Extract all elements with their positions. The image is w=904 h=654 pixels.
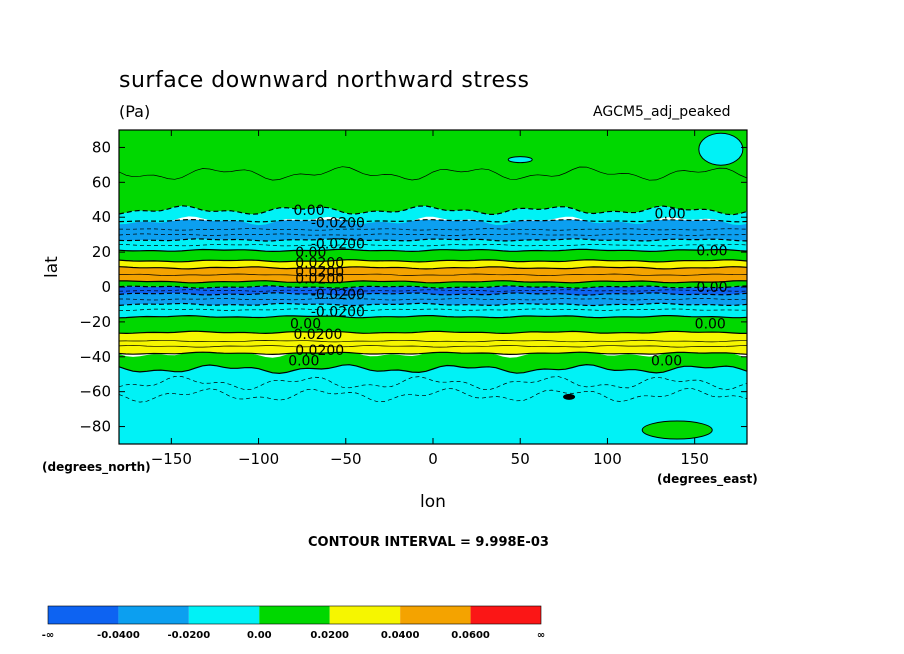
- chart-title: surface downward northward stress: [119, 68, 530, 93]
- contour-label: -0.0200: [311, 236, 365, 252]
- x-unit-tag: (degrees_east): [657, 472, 758, 486]
- zonal-band: [119, 364, 747, 444]
- contour-label: 0.0200: [295, 271, 344, 287]
- contour-line-minor: [119, 345, 747, 348]
- contour-line-minor: [119, 376, 747, 391]
- x-tick-label: 50: [511, 450, 530, 468]
- colorbar-label: -0.0200: [167, 630, 211, 641]
- colorbar-label: 0.0600: [451, 630, 490, 641]
- colorbar-swatch: [48, 606, 119, 624]
- contour-line: [119, 205, 747, 216]
- contour-label: 0.00: [290, 317, 321, 333]
- zonal-band: [119, 249, 747, 262]
- contour-label: -0.0200: [311, 215, 365, 231]
- zonal-band: [119, 348, 747, 374]
- contour-label: 0.00: [293, 203, 324, 219]
- contour-line: [119, 302, 747, 307]
- zonal-band: [119, 303, 747, 318]
- contour-label: 0.0200: [293, 327, 342, 343]
- colorbar-label: 0.00: [246, 630, 272, 641]
- x-tick-label: −50: [330, 450, 362, 468]
- colorbar-swatch: [400, 606, 471, 624]
- zonal-band: [119, 292, 747, 306]
- colorbar-label: -∞: [41, 630, 55, 641]
- contour-line: [119, 330, 747, 335]
- units-label: (Pa): [119, 102, 151, 121]
- y-tick-label: −80: [79, 418, 111, 436]
- x-tick-label: 150: [680, 450, 709, 468]
- contour-label: 0.0200: [295, 343, 344, 359]
- x-axis-label: lon: [420, 492, 446, 512]
- y-tick-label: −20: [79, 313, 111, 331]
- contour-line: [119, 218, 747, 223]
- colorbar-swatch: [118, 606, 189, 624]
- contour-line: [119, 259, 747, 263]
- contour-blob: [563, 393, 576, 400]
- zonal-band: [119, 331, 747, 355]
- y-unit-tag: (degrees_north): [42, 460, 151, 474]
- contour-label: 0.0200: [295, 264, 344, 280]
- y-tick-label: 80: [92, 138, 111, 156]
- y-tick-label: 60: [92, 173, 111, 191]
- contour-line-minor: [119, 166, 747, 181]
- antarctic-blob: [641, 420, 713, 440]
- colorbar-swatch: [470, 606, 541, 624]
- zonal-band: [119, 315, 747, 334]
- y-tick-label: −60: [79, 383, 111, 401]
- contour-label: 0.0200: [295, 256, 344, 272]
- contour-label: -0.0200: [311, 287, 365, 303]
- contour-line: [119, 363, 747, 375]
- colorbar-label: ∞: [536, 630, 546, 641]
- x-tick-label: 0: [428, 450, 438, 468]
- y-tick-label: 20: [92, 243, 111, 261]
- colorbar-label: -0.0400: [97, 630, 140, 641]
- contour-line: [119, 351, 747, 356]
- zonal-band: [119, 205, 747, 226]
- contour-line: [119, 248, 747, 253]
- contour-label: 0.00: [288, 353, 319, 369]
- arctic-blob: [698, 132, 744, 166]
- contour-label: 0.00: [655, 207, 686, 223]
- y-tick-label: 0: [101, 278, 111, 296]
- contour-line-minor: [119, 273, 747, 276]
- x-tick-label: −100: [238, 450, 279, 468]
- zonal-band: [119, 219, 747, 241]
- zonal-band: [119, 280, 747, 289]
- contour-label: 0.00: [695, 317, 726, 333]
- contour-line: [119, 238, 747, 242]
- contour-line: [119, 314, 747, 319]
- zonal-band: [119, 238, 747, 252]
- zonal-band: [119, 285, 747, 296]
- contour-line: [119, 292, 747, 296]
- y-tick-label: −40: [79, 348, 111, 366]
- contour-interval: CONTOUR INTERVAL = 9.998E-03: [308, 535, 549, 550]
- colorbar-swatch: [188, 606, 260, 624]
- colorbar-swatch: [329, 606, 401, 624]
- contour-label: 0.00: [696, 280, 727, 296]
- field-group: 0.00-0.0200-0.02000.000.02000.02000.0200…: [119, 130, 747, 444]
- contour-label: 0.00: [295, 245, 326, 261]
- contour-label: -0.0200: [311, 304, 365, 320]
- dataset-label: AGCM5_adj_peaked: [593, 104, 731, 120]
- x-tick-label: −150: [151, 450, 192, 468]
- colorbar-swatch: [259, 606, 330, 624]
- colorbar-label: 0.0400: [380, 630, 420, 641]
- x-tick-label: 100: [593, 450, 622, 468]
- contour-label: 0.00: [651, 353, 682, 369]
- colorbar-label: 0.0200: [310, 630, 349, 641]
- arctic-blob: [507, 156, 533, 164]
- contour-line: [119, 280, 747, 284]
- contour-line-minor: [119, 339, 747, 343]
- contour-line: [119, 266, 747, 270]
- contour-label: 0.00: [696, 243, 727, 259]
- contour-line: [119, 285, 747, 289]
- colorbar-frame: [47, 605, 542, 625]
- y-tick-label: 40: [92, 208, 111, 226]
